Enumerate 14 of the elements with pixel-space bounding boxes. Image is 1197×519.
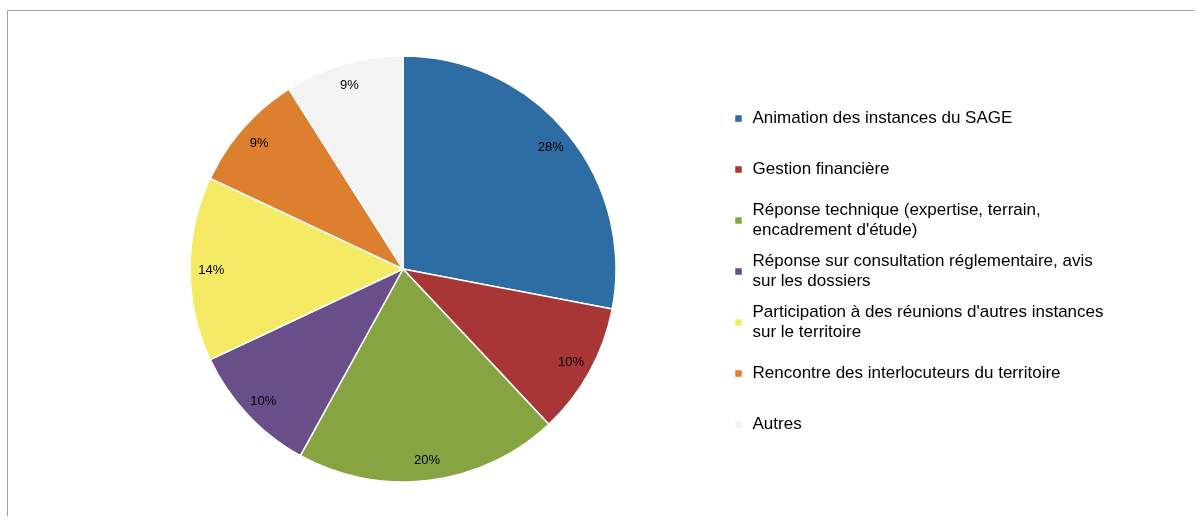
data-label: 20% <box>414 451 441 467</box>
data-label: 14% <box>198 261 225 277</box>
legend-label: Autres <box>752 412 802 435</box>
legend-label: Rencontre des interlocuteurs du territoire <box>752 361 1061 384</box>
data-label: 28% <box>537 139 565 155</box>
data-label: 10% <box>557 353 585 369</box>
legend-label: Gestion financière <box>752 157 890 180</box>
legend-label: Animation des instances du SAGE <box>752 106 1013 129</box>
legend-label: Participation à des réunions d'autres instances sur le territoire <box>752 300 1104 343</box>
data-label: 9% <box>249 134 270 150</box>
data-label: 10% <box>250 392 277 408</box>
legend-label: Réponse technique (expertise, terrain, encadrement d'étude) <box>752 198 1041 241</box>
data-label: 9% <box>340 77 360 93</box>
legend-label: Réponse sur consultation réglementaire, avis sur les dossiers <box>752 249 1093 292</box>
